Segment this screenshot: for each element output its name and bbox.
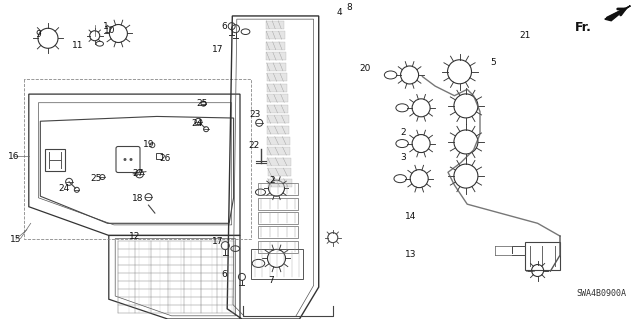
- Text: 10: 10: [104, 26, 116, 35]
- Text: 13: 13: [405, 250, 417, 259]
- Text: SWA4B0900A: SWA4B0900A: [577, 289, 627, 298]
- Polygon shape: [266, 42, 285, 50]
- Circle shape: [129, 158, 132, 161]
- Text: 4: 4: [337, 8, 342, 17]
- Polygon shape: [268, 158, 291, 166]
- Polygon shape: [268, 126, 289, 134]
- Text: 2: 2: [269, 176, 275, 185]
- Polygon shape: [267, 73, 287, 81]
- Bar: [525, 242, 560, 270]
- Text: 21: 21: [519, 31, 531, 40]
- Text: 23: 23: [249, 110, 260, 119]
- Text: 18: 18: [132, 194, 143, 203]
- Text: 25: 25: [90, 174, 102, 183]
- Bar: [259, 212, 298, 224]
- Text: 6: 6: [221, 22, 227, 31]
- Bar: [259, 198, 298, 210]
- Text: 17: 17: [212, 45, 223, 54]
- Text: 16: 16: [8, 152, 20, 161]
- Polygon shape: [267, 84, 287, 92]
- Text: 8: 8: [346, 4, 351, 12]
- Text: Fr.: Fr.: [575, 21, 592, 34]
- Polygon shape: [268, 147, 290, 155]
- Polygon shape: [605, 6, 630, 21]
- Bar: [259, 183, 298, 196]
- Text: 19: 19: [143, 140, 154, 149]
- Text: 20: 20: [359, 64, 371, 73]
- Text: 2: 2: [401, 128, 406, 137]
- Circle shape: [124, 158, 127, 161]
- Text: 3: 3: [401, 153, 406, 162]
- Text: 26: 26: [159, 154, 171, 163]
- Polygon shape: [266, 31, 285, 39]
- Text: 22: 22: [248, 141, 260, 150]
- Polygon shape: [268, 168, 291, 176]
- Polygon shape: [266, 21, 284, 29]
- Bar: [259, 226, 298, 239]
- Polygon shape: [267, 94, 288, 102]
- Bar: [259, 241, 298, 253]
- Text: 9: 9: [36, 30, 41, 39]
- Text: 24: 24: [191, 119, 203, 128]
- Text: 25: 25: [196, 99, 207, 108]
- Bar: [251, 249, 303, 279]
- Text: 5: 5: [490, 58, 495, 67]
- Polygon shape: [267, 63, 286, 71]
- Polygon shape: [268, 137, 290, 145]
- Text: 1: 1: [103, 22, 108, 31]
- Polygon shape: [266, 52, 285, 60]
- Polygon shape: [268, 179, 292, 187]
- Text: 27: 27: [132, 169, 143, 178]
- Text: 17: 17: [212, 237, 223, 246]
- Text: 6: 6: [221, 271, 227, 279]
- Text: 15: 15: [10, 235, 22, 244]
- Text: 14: 14: [405, 212, 417, 221]
- Text: 24: 24: [58, 184, 70, 193]
- Text: 11: 11: [72, 41, 84, 50]
- Polygon shape: [267, 115, 289, 123]
- Polygon shape: [267, 105, 288, 113]
- Text: 12: 12: [129, 232, 140, 241]
- Bar: [156, 153, 162, 159]
- Text: 7: 7: [268, 276, 273, 285]
